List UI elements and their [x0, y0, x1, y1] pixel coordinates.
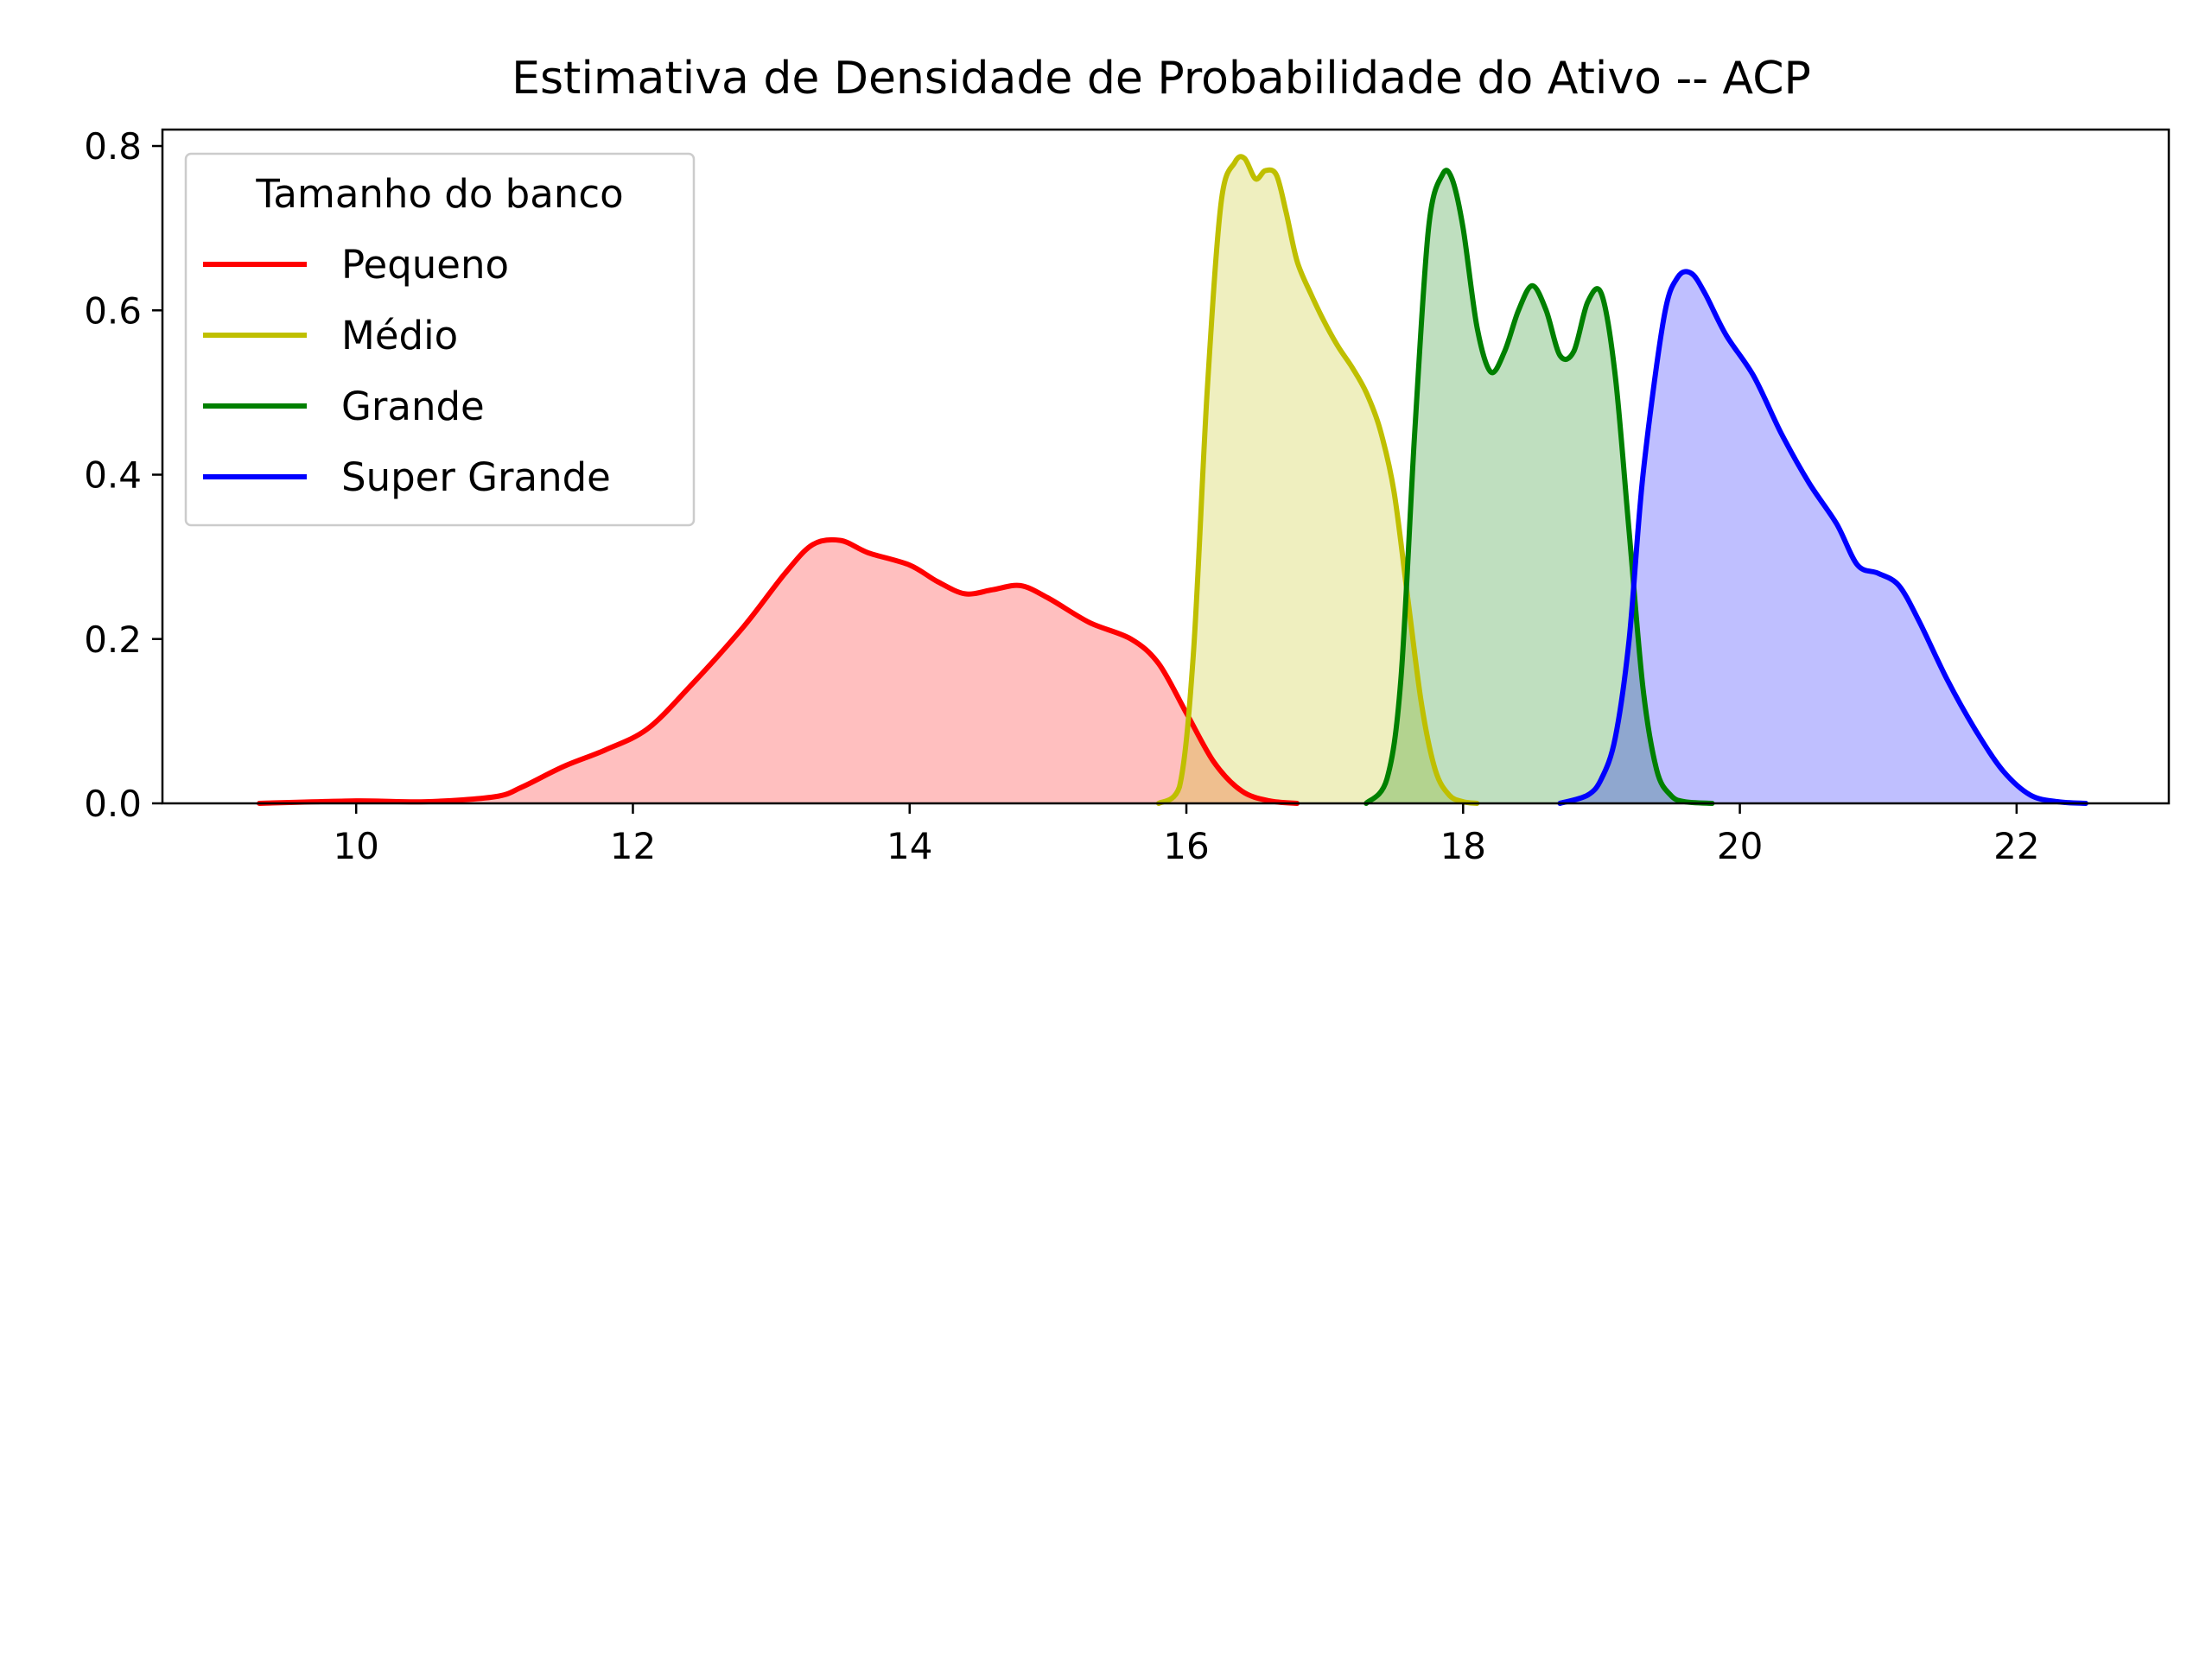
y-tick-label: 0.2	[84, 618, 142, 661]
x-tick-label: 14	[887, 825, 932, 867]
density-line-pequeno	[257, 536, 1300, 806]
legend: Tamanho do banco Pequeno Médio Grande Super…	[184, 152, 696, 527]
density-line-medio	[1156, 154, 1480, 806]
legend-box	[184, 152, 696, 527]
legend-label-super-grande: Super Grande	[341, 454, 611, 500]
legend-title: Tamanho do banco	[255, 171, 623, 217]
x-axis: 10 12 14 16 18 20 22	[333, 803, 2040, 867]
y-tick-label: 0.4	[84, 454, 142, 497]
y-tick-label: 0.0	[84, 783, 142, 825]
density-line-grande	[1363, 168, 1715, 806]
density-fill-pequeno	[259, 539, 1298, 803]
plot-area-frame	[161, 128, 2171, 805]
x-tick-label: 16	[1163, 825, 1209, 867]
x-tick-label: 12	[610, 825, 656, 867]
x-tick-label: 18	[1440, 825, 1486, 867]
density-line-super-grande	[1557, 269, 2088, 806]
density-lines	[257, 154, 2088, 806]
x-tick-label: 20	[1717, 825, 1763, 867]
x-tick-label: 22	[1993, 825, 2039, 867]
legend-label-pequeno: Pequeno	[341, 242, 509, 288]
y-tick-label: 0.8	[84, 125, 142, 168]
y-axis: 0.0 0.2 0.4 0.6 0.8	[84, 125, 162, 825]
density-fills	[259, 156, 2086, 804]
density-fill-super-grande	[1560, 271, 2086, 803]
legend-label-grande: Grande	[341, 384, 485, 429]
x-tick-label: 10	[333, 825, 378, 867]
density-fill-grande	[1366, 170, 1713, 804]
y-tick-label: 0.6	[84, 289, 142, 332]
density-fill-medio	[1159, 156, 1478, 804]
legend-label-medio: Médio	[341, 313, 458, 358]
chart-title: Estimativa de Densidade de Probabilidade…	[512, 53, 1811, 105]
legend-items: Pequeno Médio Grande Super Grande	[203, 242, 611, 500]
